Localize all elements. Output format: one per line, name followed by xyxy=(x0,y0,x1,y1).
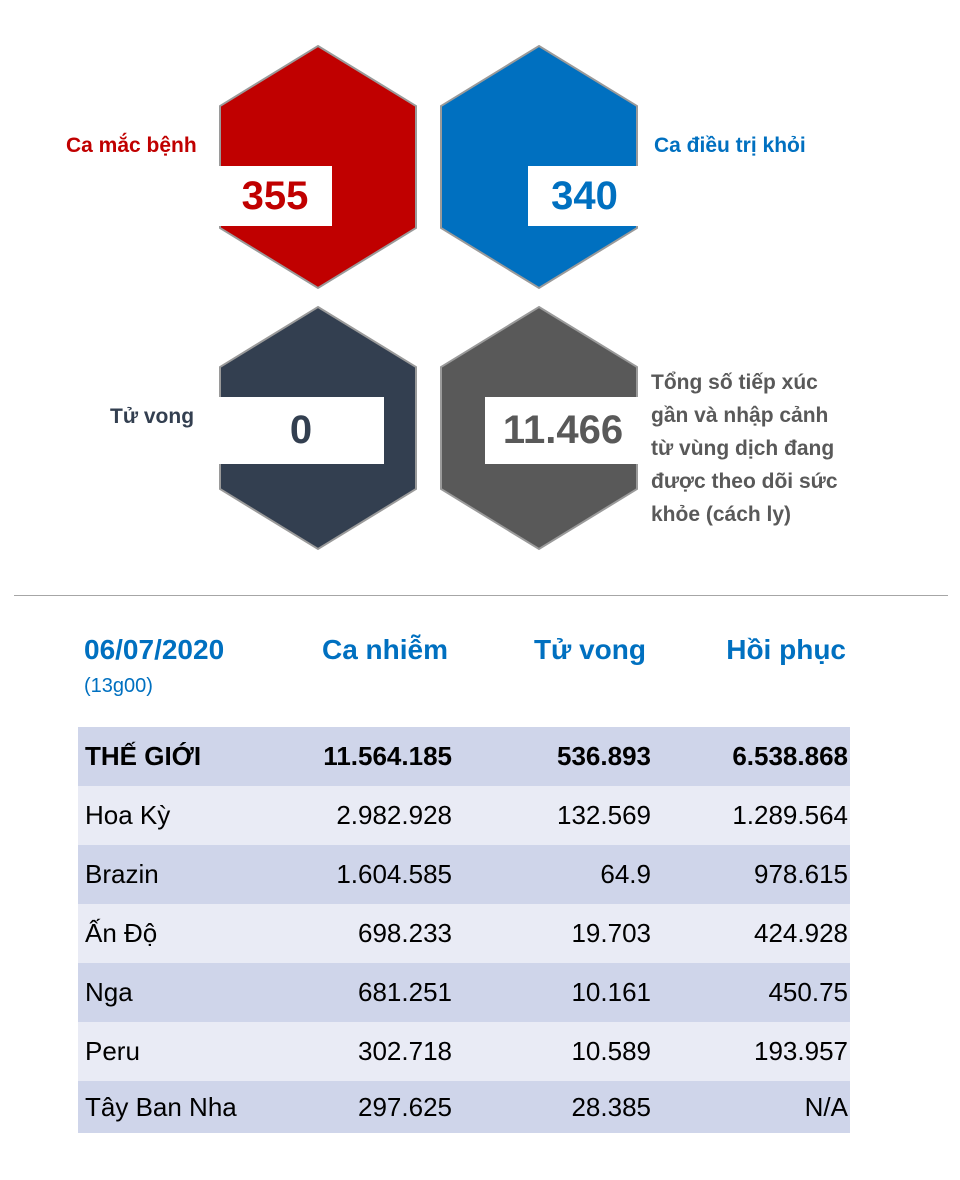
table-row: Ấn Độ 698.233 19.703 424.928 xyxy=(78,904,850,963)
recovered-cell: 193.957 xyxy=(754,1036,848,1066)
table-row: Nga 681.251 10.161 450.75 xyxy=(78,963,850,1022)
cases-cell: 681.251 xyxy=(358,977,452,1007)
monitored-label: Tổng số tiếp xúc gần và nhập cảnh từ vùn… xyxy=(651,371,838,526)
recovered-cell: 424.928 xyxy=(754,918,848,948)
deaths-value: 0 xyxy=(218,397,384,464)
monitored-hexagon: 11.466 xyxy=(439,305,641,551)
table-row: Hoa Kỳ 2.982.928 132.569 1.289.564 xyxy=(78,786,850,845)
monitored-value: 11.466 xyxy=(485,397,641,464)
country-cell: THẾ GIỚI xyxy=(85,741,202,771)
cases-cell: 11.564.185 xyxy=(323,741,452,771)
deaths-cell: 132.569 xyxy=(557,800,651,830)
recovered-cell: 450.75 xyxy=(768,977,848,1007)
header-cases: Ca nhiễm xyxy=(321,634,448,665)
cases-cell: 2.982.928 xyxy=(336,800,452,830)
cases-label: Ca mắc bệnh xyxy=(66,134,197,157)
cases-cell: 698.233 xyxy=(358,918,452,948)
table-time: (13g00) xyxy=(84,675,153,697)
table-header: 06/07/2020 (13g00) Ca nhiễm Tử vong Hồi … xyxy=(78,634,850,704)
deaths-cell: 536.893 xyxy=(557,741,651,771)
recovered-cell: N/A xyxy=(804,1092,848,1122)
deaths-hexagon: 0 xyxy=(218,305,418,551)
country-cell: Ấn Độ xyxy=(85,918,158,948)
deaths-cell: 10.589 xyxy=(571,1036,651,1066)
deaths-cell: 19.703 xyxy=(571,918,651,948)
recovered-cell: 1.289.564 xyxy=(732,800,848,830)
table-row-world: THẾ GIỚI 11.564.185 536.893 6.538.868 xyxy=(78,727,850,786)
country-cell: Brazin xyxy=(85,859,159,889)
table-row: Peru 302.718 10.589 193.957 xyxy=(78,1022,850,1081)
cases-cell: 297.625 xyxy=(358,1092,452,1122)
recovered-hexagon: 340 xyxy=(439,44,641,290)
section-divider xyxy=(14,595,948,596)
header-recovered: Hồi phục xyxy=(726,634,846,665)
cases-value: 355 xyxy=(218,166,332,226)
country-cell: Peru xyxy=(85,1036,140,1066)
recovered-label: Ca điều trị khỏi xyxy=(654,134,806,157)
header-deaths: Tử vong xyxy=(533,634,646,665)
covid-table: THẾ GIỚI 11.564.185 536.893 6.538.868 Ho… xyxy=(78,727,850,1133)
country-cell: Hoa Kỳ xyxy=(85,800,171,830)
recovered-value: 340 xyxy=(528,166,641,226)
deaths-cell: 64.9 xyxy=(600,859,651,889)
deaths-label: Tử vong xyxy=(110,405,195,428)
deaths-cell: 28.385 xyxy=(571,1092,651,1122)
table-date: 06/07/2020 xyxy=(84,634,225,665)
table-row: Brazin 1.604.585 64.9 978.615 xyxy=(78,845,850,904)
cases-cell: 302.718 xyxy=(358,1036,452,1066)
recovered-cell: 6.538.868 xyxy=(732,741,848,771)
recovered-cell: 978.615 xyxy=(754,859,848,889)
country-cell: Tây Ban Nha xyxy=(85,1092,237,1122)
cases-cell: 1.604.585 xyxy=(336,859,452,889)
country-cell: Nga xyxy=(85,977,133,1007)
deaths-cell: 10.161 xyxy=(571,977,651,1007)
cases-hexagon: 355 xyxy=(218,44,418,290)
table-row: Tây Ban Nha 297.625 28.385 N/A xyxy=(78,1081,850,1133)
